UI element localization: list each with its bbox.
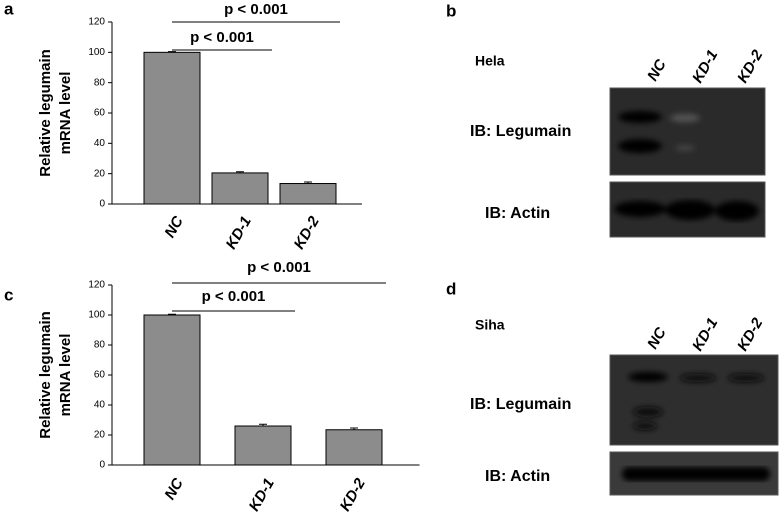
error-bar xyxy=(350,427,358,430)
y-tick-label: 120 xyxy=(88,280,105,291)
error-bar xyxy=(168,313,176,315)
y-axis-label: mRNA level xyxy=(57,72,74,155)
y-tick-label: 0 xyxy=(99,199,105,210)
blot-row-label: IB: Legumain xyxy=(470,396,571,413)
y-tick-label: 40 xyxy=(94,138,106,149)
y-tick-label: 20 xyxy=(94,430,106,441)
band xyxy=(675,145,695,151)
y-tick-label: 120 xyxy=(88,17,105,28)
blot-row-label: IB: Legumain xyxy=(470,123,571,140)
band xyxy=(680,374,716,382)
bar xyxy=(143,314,201,466)
annotation: p < 0.001 xyxy=(224,1,288,18)
bar xyxy=(279,183,337,205)
lane-label: NC xyxy=(644,324,670,352)
band xyxy=(728,374,764,382)
bar xyxy=(143,51,201,205)
error-bar xyxy=(236,171,244,173)
panel-letter: c xyxy=(4,285,13,304)
annotation: p < 0.001 xyxy=(202,288,266,305)
x-tick-label: NC xyxy=(161,212,187,240)
y-tick-label: 100 xyxy=(88,47,105,58)
band xyxy=(665,200,715,220)
band xyxy=(628,372,668,382)
y-tick-label: 40 xyxy=(94,400,106,411)
cell-line: Siha xyxy=(475,317,505,333)
blot-membrane xyxy=(609,87,766,176)
bar xyxy=(234,425,292,466)
bar xyxy=(211,172,269,205)
blot-row-label: IB: Actin xyxy=(485,468,550,485)
band xyxy=(633,422,657,430)
error-bar xyxy=(259,423,267,426)
bar xyxy=(325,429,383,466)
blot-bands xyxy=(614,200,759,221)
y-tick-label: 80 xyxy=(94,340,106,351)
y-axis-label: Relative legumain xyxy=(37,49,54,177)
annotation: p < 0.001 xyxy=(247,259,311,276)
x-tick-label: NC xyxy=(161,474,187,502)
lane-label: KD-2 xyxy=(734,47,767,86)
lane-label: KD-1 xyxy=(689,315,721,354)
y-tick-label: 60 xyxy=(94,370,106,381)
band xyxy=(618,111,662,123)
error-bar xyxy=(304,181,312,184)
panel-letter: b xyxy=(446,1,456,20)
lane-label: NC xyxy=(644,56,670,84)
x-tick-label: KD-2 xyxy=(291,213,324,252)
lane-label: KD-2 xyxy=(734,315,767,354)
y-tick-label: 100 xyxy=(88,310,105,321)
band xyxy=(670,114,700,122)
annotation: p < 0.001 xyxy=(190,29,254,46)
y-axis-label: Relative legumain xyxy=(37,311,54,439)
y-axis-label: mRNA level xyxy=(57,334,74,417)
y-tick-label: 80 xyxy=(94,77,106,88)
lane-label: KD-1 xyxy=(689,47,721,86)
blot-bands xyxy=(618,111,700,153)
band xyxy=(633,407,663,417)
blot-bands xyxy=(628,372,764,430)
error-bar xyxy=(168,51,176,53)
band xyxy=(614,201,666,217)
blot-membrane xyxy=(609,354,779,446)
band xyxy=(618,139,662,153)
y-tick-label: 20 xyxy=(94,168,106,179)
x-tick-label: KD-2 xyxy=(337,475,370,514)
y-tick-label: 0 xyxy=(99,460,105,471)
panel-letter: d xyxy=(446,279,456,298)
panel-letter: a xyxy=(4,0,14,18)
y-tick-label: 60 xyxy=(94,108,106,119)
blot-row-label: IB: Actin xyxy=(485,205,550,222)
band xyxy=(622,467,770,481)
x-tick-label: KD-1 xyxy=(223,213,255,252)
blot-bands xyxy=(622,467,770,481)
cell-line: Hela xyxy=(475,53,505,69)
x-tick-label: KD-1 xyxy=(246,475,278,514)
band xyxy=(715,201,759,221)
